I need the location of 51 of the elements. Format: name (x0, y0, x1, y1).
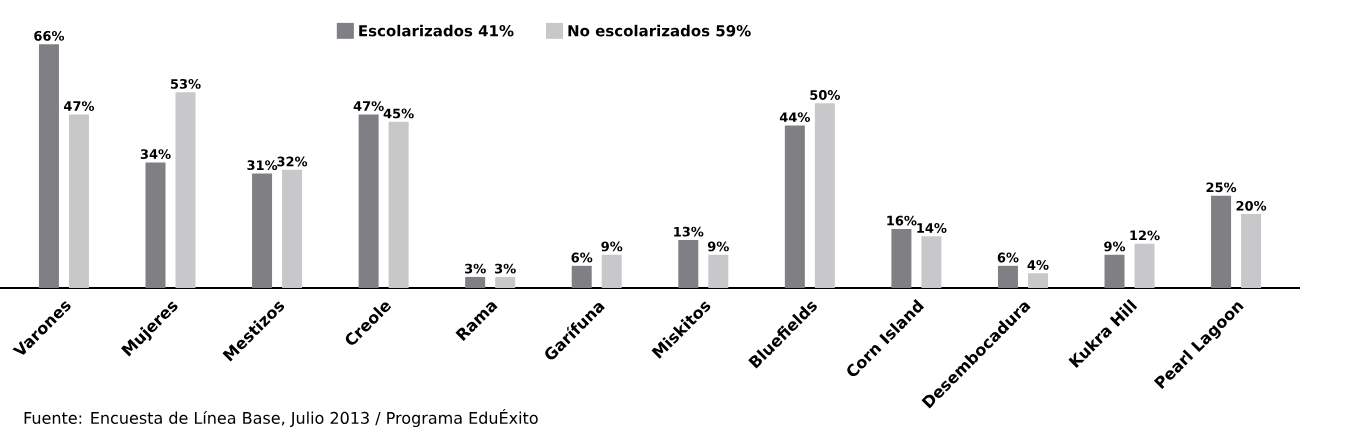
bar (921, 236, 942, 288)
bar (145, 162, 166, 288)
bar (252, 173, 273, 288)
bar (997, 265, 1018, 288)
data-label: 12% (1130, 230, 1160, 241)
legend-label: Escolarizados 41% (359, 24, 514, 37)
data-label: 31% (247, 160, 278, 171)
data-label: 9% (601, 241, 623, 252)
bar (678, 239, 699, 288)
data-label: 14% (917, 223, 947, 233)
data-label: 9% (707, 241, 729, 252)
bar (1211, 195, 1232, 288)
bar (891, 228, 912, 288)
data-label: 47% (353, 101, 384, 111)
data-label: 16% (887, 215, 917, 226)
bar (784, 125, 805, 288)
data-label: 20% (1236, 200, 1267, 211)
bar (388, 121, 409, 288)
data-label: 6% (571, 252, 593, 263)
data-label: 32% (277, 156, 308, 167)
data-label: 3% (495, 263, 516, 274)
data-label: 9% (1104, 241, 1126, 252)
bar (358, 114, 379, 288)
bar (465, 276, 486, 288)
data-label: 44% (779, 112, 810, 123)
bar (1104, 254, 1125, 288)
bar (38, 44, 59, 288)
data-label: 66% (34, 30, 65, 41)
data-label: 3% (465, 263, 486, 274)
bar (495, 276, 516, 288)
bar (1241, 214, 1262, 288)
legend-label: No escolarizados 59% (568, 24, 751, 37)
data-label: 45% (383, 108, 414, 119)
data-label: 6% (997, 252, 1019, 263)
bar (175, 92, 196, 288)
bar (571, 265, 592, 288)
bar (1027, 273, 1048, 288)
bar (708, 254, 729, 288)
bar (282, 169, 303, 288)
data-label: 13% (674, 226, 704, 237)
bar (601, 254, 622, 288)
data-label: 53% (170, 79, 201, 89)
data-label: 47% (63, 101, 95, 111)
bar (68, 114, 89, 288)
source-note: Fuente: Encuesta de Línea Base, Julio 2013 / Programa EduÉxito (24, 408, 538, 428)
bar (1134, 243, 1155, 288)
bar (814, 103, 835, 288)
data-label: 25% (1206, 182, 1237, 193)
data-label: 50% (810, 90, 840, 100)
data-label: 4% (1027, 260, 1049, 270)
data-label: 34% (140, 149, 171, 159)
